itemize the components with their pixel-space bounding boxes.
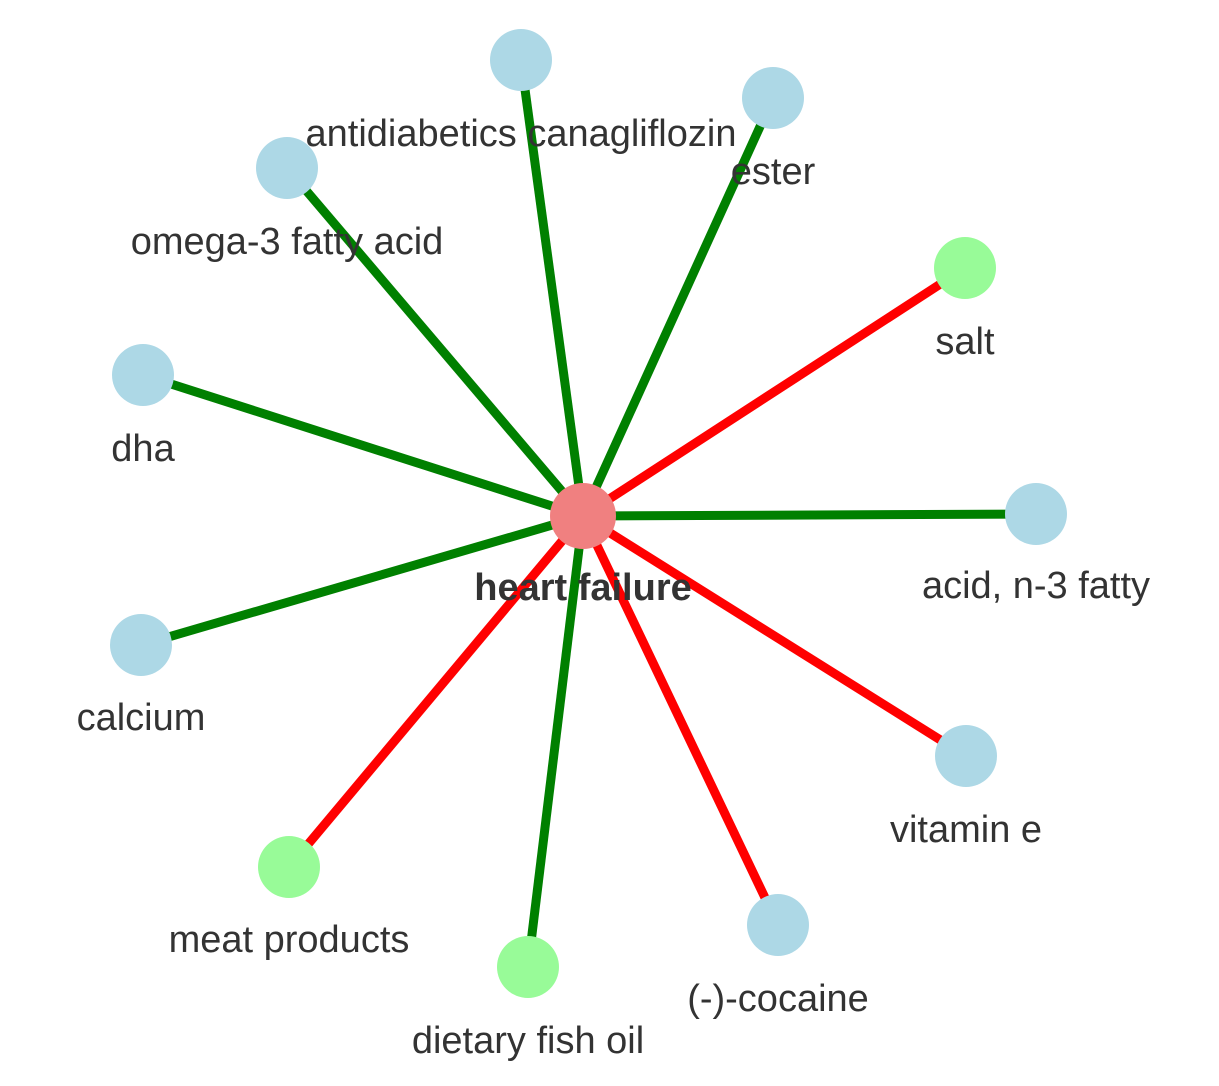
edge-ester (578, 96, 778, 518)
edge-antidiabetics-canagliflozin (516, 59, 588, 517)
label-omega-3-fatty-acid: omega-3 fatty acid (131, 221, 444, 263)
edge-calcium (139, 511, 585, 650)
label-cocaine: (-)-cocaine (687, 978, 869, 1020)
label-acid-n-3-fatty: acid, n-3 fatty (922, 565, 1150, 607)
edge-salt (580, 264, 968, 520)
node-ester[interactable] (742, 67, 804, 129)
node-heart-failure[interactable] (550, 483, 616, 549)
label-dietary-fish-oil: dietary fish oil (412, 1020, 644, 1062)
label-ester: ester (731, 151, 816, 193)
node-cocaine[interactable] (747, 894, 809, 956)
edge-acid-n-3-fatty (582, 509, 1037, 521)
node-dietary-fish-oil[interactable] (497, 936, 559, 998)
label-meat-products: meat products (169, 919, 410, 961)
label-calcium: calcium (77, 697, 206, 739)
edge-dietary-fish-oil (523, 515, 588, 968)
nodes-layer (110, 29, 1067, 998)
edges-layer (139, 59, 1037, 968)
label-salt: salt (935, 321, 995, 363)
label-dha: dha (111, 428, 175, 470)
node-acid-n-3-fatty[interactable] (1005, 483, 1067, 545)
edge-cocaine (578, 514, 783, 927)
node-antidiabetics-canagliflozin[interactable] (490, 29, 552, 91)
edge-meat-products (285, 513, 587, 870)
label-vitamin-e: vitamin e (890, 809, 1042, 851)
label-heart-failure: heart failure (474, 567, 692, 609)
edge-vitamin-e (580, 512, 969, 760)
node-vitamin-e[interactable] (935, 725, 997, 787)
label-antidiabetics-canagliflozin: antidiabetics canagliflozin (306, 113, 737, 155)
node-calcium[interactable] (110, 614, 172, 676)
edge-dha (141, 370, 585, 521)
node-omega-3-fatty-acid[interactable] (256, 137, 318, 199)
node-meat-products[interactable] (258, 836, 320, 898)
node-salt[interactable] (934, 237, 996, 299)
edge-omega-3-fatty-acid (283, 165, 587, 519)
node-dha[interactable] (112, 344, 174, 406)
